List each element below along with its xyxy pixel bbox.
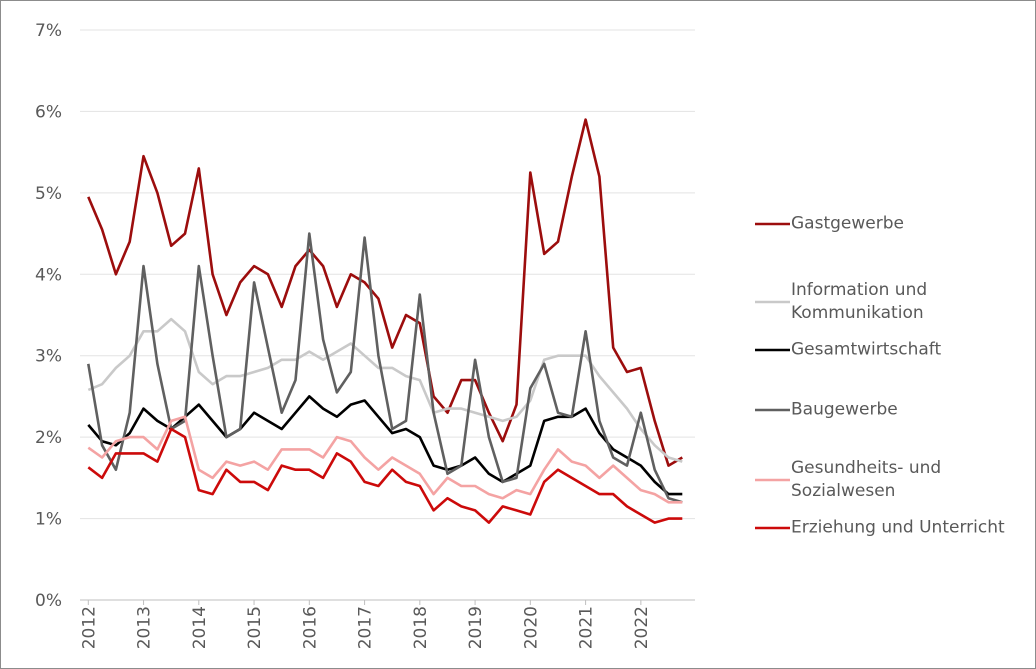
x-tick-label: 2021 xyxy=(577,606,597,649)
x-tick-label: 2017 xyxy=(356,606,376,649)
x-tick-label: 2012 xyxy=(79,606,99,649)
legend-label: Baugewerbe xyxy=(791,399,898,420)
y-tick-label: 1% xyxy=(35,510,62,530)
x-tick-label: 2020 xyxy=(521,606,541,649)
y-tick-label: 4% xyxy=(35,265,62,285)
series-line xyxy=(87,395,683,496)
x-tick-label: 2022 xyxy=(632,606,652,649)
x-tick-label: 2016 xyxy=(300,606,320,649)
legend-label: Gesamtwirtschaft xyxy=(791,339,942,360)
x-tick-label: 2014 xyxy=(190,606,210,649)
series-line xyxy=(87,415,683,504)
legend-label: Gesundheits- und Sozialwesen xyxy=(791,458,942,501)
x-tick-label: 2013 xyxy=(135,606,155,649)
x-tick-label: 2018 xyxy=(411,606,431,649)
x-tick-label: 2019 xyxy=(466,606,486,649)
y-tick-label: 7% xyxy=(35,21,62,41)
y-tick-label: 2% xyxy=(35,428,62,448)
legend-label: Erziehung und Unterricht xyxy=(791,517,1005,538)
series-line xyxy=(87,118,683,467)
legend-label: Information und Kommunikation xyxy=(791,280,928,323)
y-tick-label: 6% xyxy=(35,102,62,122)
x-tick-label: 2015 xyxy=(245,606,265,649)
legend-label: Gastgewerbe xyxy=(791,213,904,234)
series-line xyxy=(87,427,683,524)
series-line xyxy=(87,317,683,463)
y-tick-label: 3% xyxy=(35,347,62,367)
y-tick-label: 5% xyxy=(35,184,62,204)
y-tick-label: 0% xyxy=(35,591,62,611)
series-line xyxy=(87,232,683,504)
